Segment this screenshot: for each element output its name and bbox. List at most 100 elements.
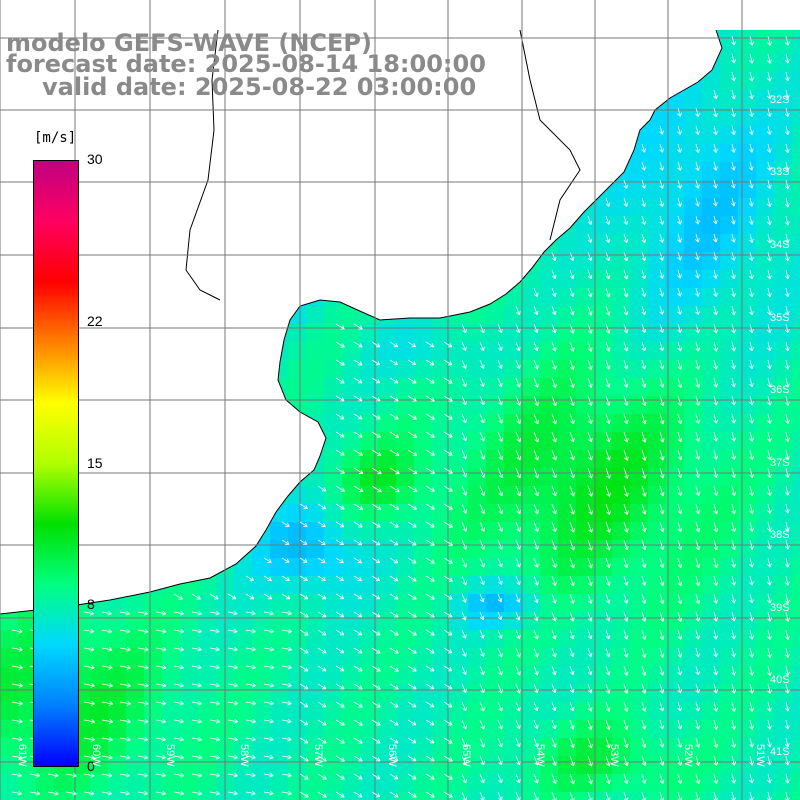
field-cell [612,198,630,216]
field-cell [306,792,324,800]
field-cell [792,558,800,576]
field-cell [702,126,720,144]
field-cell [630,216,648,234]
field-cell [252,576,270,594]
field-cell [414,774,432,792]
field-cell [144,756,162,774]
field-cell [756,432,774,450]
field-cell [486,612,504,630]
field-cell [270,738,288,756]
field-cell [342,522,360,540]
field-cell [756,576,774,594]
field-cell [648,234,666,252]
field-cell [612,234,630,252]
field-cell [396,792,414,800]
field-cell [684,414,702,432]
field-cell [324,774,342,792]
field-cell [666,216,684,234]
field-cell [342,342,360,360]
field-cell [756,72,774,90]
field-cell [774,648,792,666]
field-cell [270,702,288,720]
field-cell [630,180,648,198]
field-cell [378,324,396,342]
field-cell [792,252,800,270]
field-cell [288,720,306,738]
field-cell [396,450,414,468]
field-cell [774,522,792,540]
field-cell [756,36,774,54]
field-cell [432,738,450,756]
field-cell [396,774,414,792]
field-cell [738,558,756,576]
field-cell [414,702,432,720]
field-cell [648,360,666,378]
colorbar-tick-8: 8 [87,596,95,613]
field-cell [342,594,360,612]
field-cell [486,342,504,360]
field-cell [468,576,486,594]
field-cell [738,720,756,738]
colorbar-unit: [m/s] [34,130,77,146]
field-cell [558,234,576,252]
field-cell [702,612,720,630]
field-cell [756,414,774,432]
field-cell [288,342,306,360]
field-cell [792,162,800,180]
field-cell [792,396,800,414]
field-cell [684,648,702,666]
field-cell [360,522,378,540]
field-cell [792,540,800,558]
field-cell [756,720,774,738]
field-cell [342,666,360,684]
field-cell [792,414,800,432]
field-cell [540,792,558,800]
field-cell [396,396,414,414]
field-cell [342,540,360,558]
field-cell [396,360,414,378]
lat-label-32S: 32S [770,94,790,106]
field-cell [738,198,756,216]
field-cell [486,792,504,800]
field-cell [306,612,324,630]
field-cell [756,396,774,414]
field-cell [774,234,792,252]
field-cell [180,648,198,666]
field-cell [774,468,792,486]
field-cell [252,774,270,792]
field-cell [720,162,738,180]
field-cell [720,450,738,468]
field-cell [792,234,800,252]
field-cell [558,288,576,306]
field-cell [432,486,450,504]
field-cell [342,504,360,522]
field-cell [144,594,162,612]
field-cell [396,648,414,666]
field-cell [198,684,216,702]
field-cell [378,648,396,666]
field-cell [774,540,792,558]
field-cell [756,612,774,630]
field-cell [306,684,324,702]
field-cell [738,432,756,450]
field-cell [648,144,666,162]
field-cell [738,684,756,702]
field-cell [720,90,738,108]
field-cell [648,684,666,702]
field-cell [648,324,666,342]
field-cell [288,558,306,576]
field-cell [450,576,468,594]
field-cell [792,306,800,324]
field-cell [720,108,738,126]
field-cell [756,702,774,720]
field-cell [756,774,774,792]
field-cell [792,684,800,702]
field-cell [756,450,774,468]
field-cell [738,630,756,648]
field-cell [702,342,720,360]
field-cell [630,270,648,288]
field-cell [684,720,702,738]
field-cell [414,576,432,594]
field-cell [540,306,558,324]
field-cell [396,486,414,504]
